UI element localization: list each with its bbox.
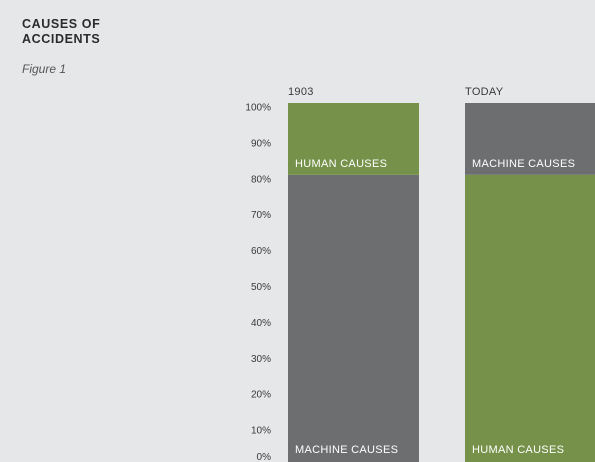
bar-columns: 1903 MACHINE CAUSES HUMAN CAUSES TODAY HUMAN… xyxy=(288,86,595,462)
column-label-today: TODAY xyxy=(465,86,504,98)
bar-segment-human-causes xyxy=(465,174,595,462)
bar-segment-human-causes xyxy=(288,103,419,175)
segment-label-human-causes: HUMAN CAUSES xyxy=(295,158,387,170)
y-tick-label: 80% xyxy=(251,174,271,185)
segment-label-human-causes: HUMAN CAUSES xyxy=(472,444,564,456)
y-tick-label: 100% xyxy=(245,103,271,114)
y-tick-label: 50% xyxy=(251,282,271,293)
y-tick-label: 0% xyxy=(257,452,272,462)
y-tick-label: 30% xyxy=(251,354,271,365)
figure-caption: Figure 1 xyxy=(22,62,67,76)
y-tick-label: 20% xyxy=(251,390,271,401)
y-tick-label: 90% xyxy=(251,138,271,149)
y-tick-label: 60% xyxy=(251,246,271,257)
y-tick-label: 40% xyxy=(251,318,271,329)
y-tick-label: 70% xyxy=(251,210,271,221)
y-axis: 0% 10% 20% 30% 40% 50% 60% 70% 80% 90% 100% xyxy=(245,103,271,462)
bar-segment-machine-causes xyxy=(465,103,595,175)
bar-segment-machine-causes xyxy=(288,174,419,462)
column-label-1903: 1903 xyxy=(288,86,314,98)
segment-label-machine-causes: MACHINE CAUSES xyxy=(472,158,575,170)
segment-label-machine-causes: MACHINE CAUSES xyxy=(295,444,398,456)
y-tick-label: 10% xyxy=(251,426,271,437)
chart-title: CAUSES OF ACCIDENTS xyxy=(22,17,101,46)
